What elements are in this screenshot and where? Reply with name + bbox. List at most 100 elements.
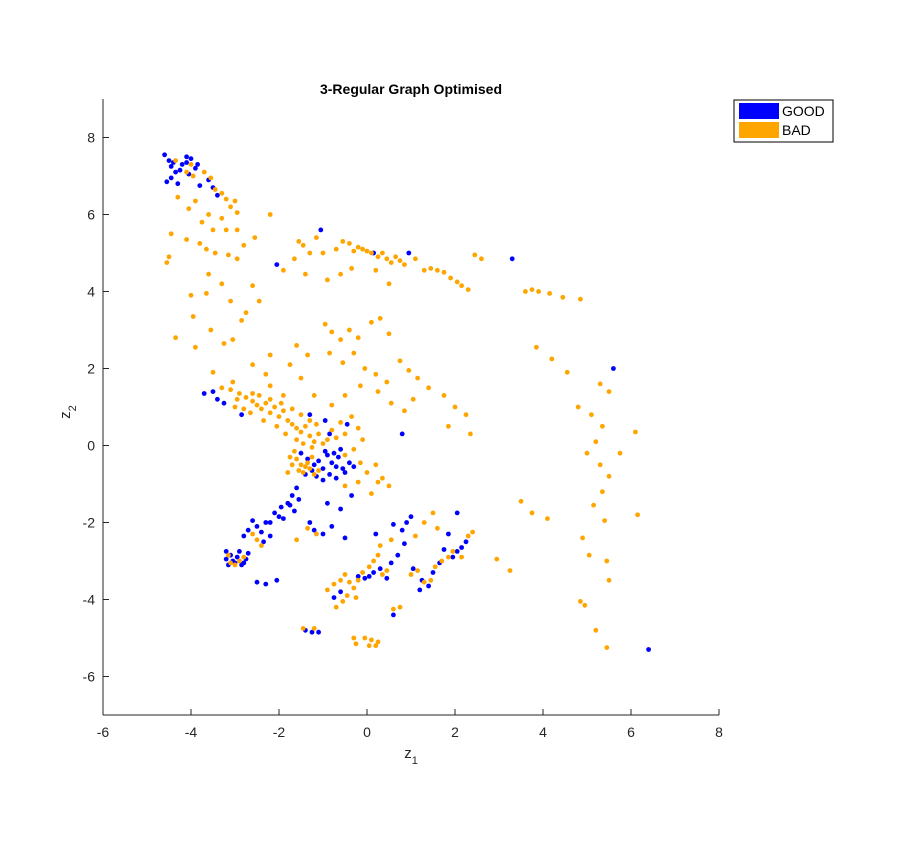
point-good-68 <box>267 520 273 525</box>
point-bad-3 <box>190 173 196 179</box>
point-bad-108 <box>597 462 603 468</box>
point-bad-184 <box>303 423 308 429</box>
point-good-20 <box>318 227 324 233</box>
point-bad-211 <box>232 404 238 410</box>
point-bad-143 <box>397 358 403 364</box>
point-bad-217 <box>305 460 310 466</box>
point-good-132 <box>309 629 315 635</box>
point-good-33 <box>322 418 328 423</box>
point-good-25 <box>611 366 616 371</box>
x-tick-label: 4 <box>539 724 547 740</box>
point-bad-25 <box>212 250 218 256</box>
point-bad-176 <box>267 410 273 416</box>
point-bad-227 <box>342 452 348 458</box>
point-good-31 <box>239 412 245 418</box>
points-layer <box>162 152 651 652</box>
point-good-75 <box>259 529 264 535</box>
point-bad-274 <box>432 564 438 570</box>
y-tick-label: -2 <box>83 515 96 531</box>
point-bad-250 <box>331 581 337 587</box>
point-bad-262 <box>344 593 350 598</box>
point-good-17 <box>184 160 190 165</box>
point-bad-127 <box>494 556 500 562</box>
point-bad-86 <box>325 277 330 283</box>
point-bad-80 <box>459 283 464 289</box>
point-bad-276 <box>446 554 451 560</box>
point-bad-169 <box>228 387 234 393</box>
point-bad-74 <box>421 267 427 273</box>
point-bad-202 <box>307 418 313 423</box>
point-good-111 <box>402 541 407 547</box>
point-bad-34 <box>250 283 256 289</box>
point-bad-146 <box>426 385 431 391</box>
axes-layer: -6 -4 -2 0 2 4 6 8 -6 -4 -2 0 2 4 6 8 <box>83 99 723 740</box>
point-good-23 <box>406 250 412 256</box>
point-bad-218 <box>309 454 315 460</box>
point-bad-220 <box>296 468 302 473</box>
point-good-30 <box>221 400 227 406</box>
point-bad-20 <box>234 227 240 233</box>
point-good-80 <box>261 539 266 545</box>
point-good-62 <box>278 504 284 510</box>
point-bad-129 <box>322 321 328 327</box>
point-bad-140 <box>362 366 368 371</box>
point-bad-239 <box>254 537 260 543</box>
point-good-112 <box>399 527 405 533</box>
point-bad-233 <box>386 483 392 489</box>
point-bad-47 <box>230 379 236 385</box>
point-bad-258 <box>371 558 376 564</box>
point-bad-135 <box>377 316 383 321</box>
point-good-126 <box>459 545 464 550</box>
point-good-73 <box>250 518 256 523</box>
point-bad-210 <box>309 445 315 450</box>
chart-title: 3-Regular Graph Optimised <box>320 81 502 97</box>
y-tick-label: 8 <box>87 130 95 146</box>
point-bad-87 <box>303 271 308 277</box>
point-bad-30 <box>241 242 247 248</box>
point-bad-164 <box>281 393 286 398</box>
point-bad-197 <box>256 393 262 398</box>
point-bad-12 <box>219 215 225 221</box>
point-good-65 <box>287 502 293 508</box>
point-bad-263 <box>353 595 359 600</box>
point-bad-269 <box>388 537 394 543</box>
point-good-128 <box>463 539 469 545</box>
point-bad-62 <box>355 244 361 250</box>
point-bad-24 <box>204 246 209 252</box>
point-bad-32 <box>267 212 273 217</box>
point-bad-115 <box>604 558 610 564</box>
point-bad-260 <box>380 572 385 577</box>
point-good-130 <box>391 612 396 618</box>
point-bad-272 <box>421 579 427 585</box>
point-good-7 <box>179 162 185 167</box>
point-bad-60 <box>347 241 352 246</box>
y-tick-label: 6 <box>87 207 95 223</box>
point-bad-138 <box>340 360 346 366</box>
point-bad-157 <box>342 393 348 398</box>
point-bad-170 <box>237 391 242 396</box>
point-good-79 <box>241 533 247 539</box>
point-bad-149 <box>463 412 469 418</box>
point-good-34 <box>327 431 332 437</box>
point-bad-77 <box>441 269 447 275</box>
legend-swatch-bad <box>739 122 779 138</box>
point-bad-253 <box>347 579 352 585</box>
point-bad-38 <box>204 291 209 296</box>
point-bad-59 <box>340 239 346 244</box>
point-bad-21 <box>168 231 174 237</box>
point-bad-76 <box>435 267 440 273</box>
point-bad-259 <box>375 552 381 558</box>
point-good-19 <box>164 179 170 185</box>
point-bad-89 <box>292 256 297 262</box>
point-bad-102 <box>606 389 612 394</box>
point-bad-160 <box>298 375 304 381</box>
point-good-101 <box>331 595 337 600</box>
point-bad-237 <box>369 491 374 496</box>
point-bad-291 <box>353 641 359 647</box>
point-bad-11 <box>234 210 240 216</box>
point-bad-268 <box>377 543 383 548</box>
point-bad-191 <box>333 435 339 441</box>
point-bad-289 <box>369 637 374 643</box>
point-bad-232 <box>380 475 385 481</box>
point-bad-231 <box>373 462 379 468</box>
